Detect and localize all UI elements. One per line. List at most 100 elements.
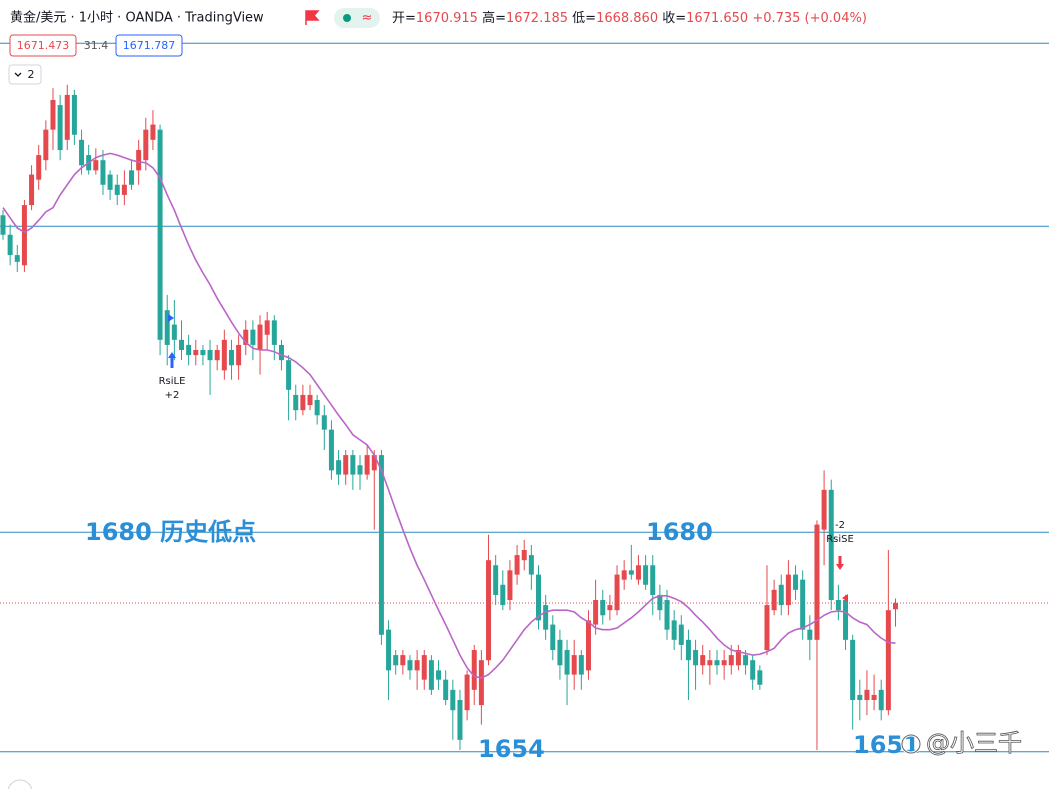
candle-body xyxy=(757,670,763,685)
candle-body xyxy=(207,350,213,361)
candle-body xyxy=(693,650,699,666)
indicator-value: 1671.787 xyxy=(123,39,176,52)
candle-body xyxy=(150,124,156,140)
candle-body xyxy=(407,660,413,671)
candle-body xyxy=(129,170,135,185)
candle-body xyxy=(121,184,127,195)
overlay-layer xyxy=(2,152,896,679)
candle-body xyxy=(29,174,35,206)
ohlc-open-value: 1670.915 xyxy=(416,11,478,26)
candle-body xyxy=(750,660,756,680)
candle-body xyxy=(700,655,706,666)
ohlc-high-value: 1672.185 xyxy=(506,11,568,26)
candle-body xyxy=(107,174,113,190)
candle-body xyxy=(471,650,477,690)
candle-body xyxy=(386,629,392,671)
candle-body xyxy=(257,324,263,351)
candle-body xyxy=(885,610,891,711)
candle-body xyxy=(893,602,898,610)
candle-body xyxy=(707,660,713,666)
candle-body xyxy=(143,129,149,161)
chevron-icon xyxy=(14,72,22,77)
candle-body xyxy=(614,574,620,611)
candle-body xyxy=(300,394,306,411)
indicator-badge[interactable] xyxy=(9,34,77,57)
annotation: 1654 xyxy=(478,735,545,763)
indicator-value: 31.4 xyxy=(84,39,109,52)
candle-body xyxy=(443,679,449,701)
candle-body xyxy=(557,639,563,666)
header-bg xyxy=(0,0,1049,34)
candle-body xyxy=(828,489,834,601)
candle-body xyxy=(628,570,634,575)
candle-body xyxy=(186,344,192,356)
candle-body xyxy=(671,620,677,640)
candle-body xyxy=(336,460,342,475)
candle-body xyxy=(857,694,863,701)
candle-body xyxy=(714,660,720,666)
ohlc-close-value: 1671.650 xyxy=(686,11,748,26)
candle-body xyxy=(371,455,377,471)
candle-body xyxy=(236,344,242,366)
candle-body xyxy=(478,660,484,706)
candle-body xyxy=(871,694,877,701)
candle-body xyxy=(250,329,256,345)
annotation: 1680 历史低点 xyxy=(85,518,256,546)
candle-body xyxy=(778,584,784,606)
candle-body xyxy=(157,129,163,340)
candle-body xyxy=(228,350,234,366)
candle-body xyxy=(793,574,799,590)
candle-body xyxy=(600,600,606,616)
candle-body xyxy=(357,465,363,475)
candle-body xyxy=(835,600,841,611)
candle-body xyxy=(721,660,727,666)
candle-body xyxy=(821,489,827,530)
candle-body xyxy=(7,234,13,256)
corner-button[interactable] xyxy=(7,779,33,789)
candles-layer xyxy=(0,84,898,751)
candle-body xyxy=(635,565,641,580)
collapsed-count: 2 xyxy=(28,68,35,81)
candle-body xyxy=(79,139,85,166)
ohlc-low-label: 低= xyxy=(572,11,596,26)
candle-body xyxy=(585,620,591,671)
signal-arrow-up xyxy=(168,352,176,368)
candle-body xyxy=(650,565,656,595)
ohlc-close-label: 收= xyxy=(662,11,686,26)
candle-body xyxy=(657,594,663,611)
signal-arrow-down xyxy=(836,556,844,570)
candle-body xyxy=(450,689,456,711)
levels-layer xyxy=(0,42,1049,753)
candle-body xyxy=(278,344,284,361)
flag-icon[interactable] xyxy=(305,10,320,25)
status-pill[interactable] xyxy=(334,8,380,28)
candle-body xyxy=(136,150,142,171)
candle-body xyxy=(514,555,520,575)
candle-body xyxy=(843,600,849,640)
candle-body xyxy=(0,215,6,235)
candle-body xyxy=(578,655,584,675)
ohlc-open-label: 开= xyxy=(392,11,416,26)
candle-body xyxy=(678,624,684,645)
candle-body xyxy=(436,670,442,680)
symbol-title[interactable]: 黄金/美元 · 1小时 · OANDA · TradingView xyxy=(10,10,264,26)
candle-body xyxy=(500,584,506,606)
candle-body xyxy=(400,655,406,666)
indicator-badge[interactable] xyxy=(115,34,183,57)
candle-body xyxy=(179,339,184,351)
candle-body xyxy=(543,605,549,630)
candle-body xyxy=(428,660,434,690)
candle-body xyxy=(321,415,327,430)
candle-body xyxy=(864,689,870,701)
candle-body xyxy=(36,155,42,180)
candle-body xyxy=(421,655,427,680)
watermark: @小三千 xyxy=(926,729,1022,757)
signal-qty: +2 xyxy=(165,390,180,401)
collapse-button[interactable] xyxy=(8,64,42,85)
candle-body xyxy=(171,324,177,340)
signal-qty: -2 xyxy=(835,520,845,531)
indicator-value: 1671.473 xyxy=(17,39,70,52)
candle-body xyxy=(528,555,534,575)
